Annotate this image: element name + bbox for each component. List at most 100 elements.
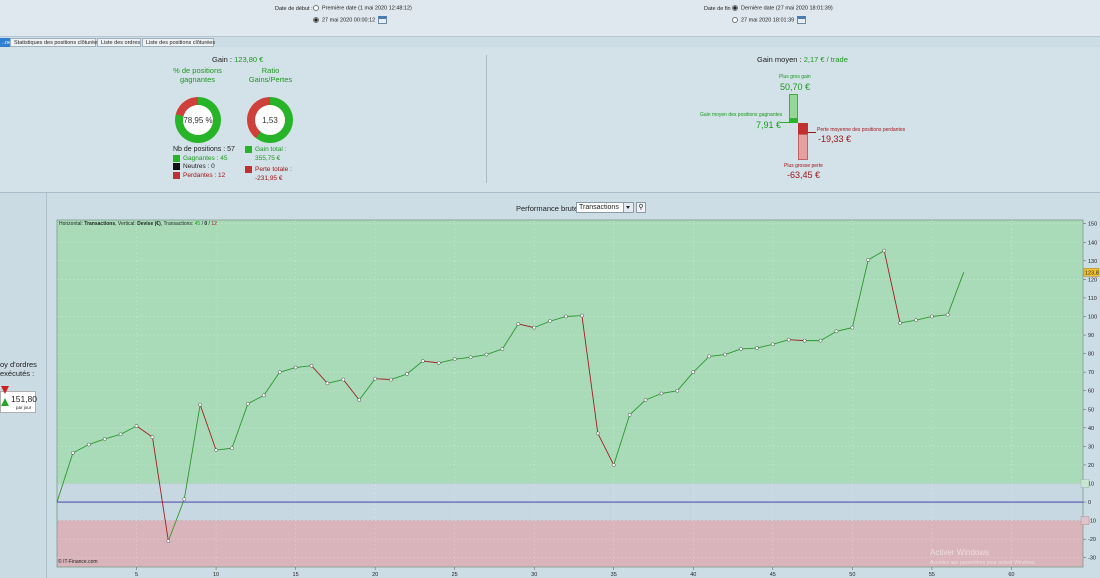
tab-closed-positions-stats[interactable]: Statistiques des positions clôturées [10,38,100,47]
win-rate-title: % de positions gagnantes [173,66,222,84]
start-first-date-option[interactable]: Première date (1 mai 2020 12:48:12) [313,5,412,11]
data-point [898,321,902,325]
positive-zone [57,220,1083,484]
x-tick-label: 35 [611,572,617,578]
win-rate-donut: 78,95 % [175,97,221,143]
data-point [373,376,377,381]
tab-overview[interactable]: ..ne [0,38,12,47]
neutral-count: Neutres : 0 [173,163,235,172]
gain-segment [104,433,121,440]
data-point [293,365,298,370]
orders-per-day-unit: par jour [16,405,32,410]
average-loss-value: -19,33 € [818,134,852,144]
loss-segment [375,378,392,381]
data-point [866,258,871,262]
green-square-icon [245,146,252,153]
gain-segment [709,354,726,357]
loss-segment [136,425,153,438]
data-point [723,352,727,357]
gain-segment [613,414,631,466]
gain-segment [502,323,519,350]
lower-band-handle [1080,516,1090,525]
loss-segment [342,379,360,401]
biggest-gain-label: Plus gros gain [779,74,811,80]
calendar-icon[interactable] [378,16,388,24]
data-point [850,325,855,330]
data-point [914,318,918,323]
gain-segment [231,403,249,449]
biggest-loss-bar [798,134,808,160]
gain-segment [947,272,965,315]
data-point [532,325,537,330]
x-tick-label: 20 [372,572,378,578]
data-point [261,393,266,398]
x-tick-label: 55 [929,572,935,578]
black-square-icon [173,163,180,171]
performance-mode-select[interactable]: Transactions [576,202,634,213]
red-square-icon [173,171,180,179]
orders-per-day-title-2: exécutés : [0,369,35,378]
gain-segment [263,371,281,396]
chart-subtitle: Horizontal: Transactions, Vertical: Devi… [59,221,217,227]
data-point [86,442,91,447]
biggest-loss-value: -63,45 € [787,170,821,180]
start-date-label: Date de début : [275,6,313,12]
gain-segment [183,404,201,500]
gain-segment [692,356,710,373]
orders-per-day-value: 151,80 [11,394,37,404]
losers-count: Perdantes : 12 [173,171,235,181]
gain-segment [915,316,932,321]
tab-orders-list[interactable]: Liste des ordres [97,38,141,47]
gain-segment [470,354,487,358]
data-point [230,446,234,451]
radio-selected-icon[interactable] [313,17,319,23]
y-tick-label: -10 [1088,519,1096,525]
x-tick-label: 50 [849,572,855,578]
date-range-bar: Date de début : Première date (1 mai 202… [0,0,1100,37]
data-point [357,398,362,402]
data-point [611,463,616,467]
data-point [595,431,600,436]
radio-icon[interactable] [732,17,738,23]
gain-segment [72,444,90,454]
end-last-date-option[interactable]: Dernière date (27 mai 2020 18:01:39) [732,5,833,11]
y-tick-label: 20 [1088,463,1094,469]
y-tick-label: 80 [1088,352,1094,358]
gain-segment [406,360,424,375]
gain-segment [295,365,312,368]
y-tick-label: 90 [1088,333,1094,339]
data-point [246,401,250,406]
gain-segment [724,348,742,355]
data-point [325,381,330,386]
end-date-label: Date de fin : [704,6,734,12]
end-custom-date-option[interactable]: 27 mai 2020 18:01:39 [732,16,807,24]
average-loss-bar [798,123,808,134]
radio-icon[interactable] [313,5,319,11]
divider [486,55,487,183]
zoom-icon[interactable]: ⚲ [636,202,646,213]
start-custom-date-option[interactable]: 27 mai 2020 00:00:12 [313,16,388,24]
x-tick-label: 40 [690,572,696,578]
y-tick-label: 10 [1088,481,1094,487]
gain-segment [772,339,789,345]
negative-zone [57,520,1083,567]
loss-segment [581,315,599,434]
data-point [945,312,950,317]
dropdown-arrow-icon[interactable] [623,203,633,212]
calendar-icon[interactable] [797,16,807,24]
gain-segment [358,378,376,401]
data-point [484,352,489,357]
gain-segment [88,438,105,445]
orders-per-day-box: 151,80 par jour [0,386,37,413]
average-win-label: Gain moyen des positions gagnantes [700,112,783,118]
performance-label: Performance brute [516,204,579,213]
radio-selected-icon[interactable] [732,5,738,11]
gain-segment [740,347,757,350]
x-tick-label: 10 [213,572,219,578]
y-tick-label: 60 [1088,389,1094,395]
tab-closed-positions-list[interactable]: Liste des positions clôturées [142,38,215,47]
gain-total-value: 355,75 € [255,154,281,162]
data-point [834,329,839,334]
biggest-gain-bar [789,94,798,119]
x-tick-label: 15 [293,572,299,578]
